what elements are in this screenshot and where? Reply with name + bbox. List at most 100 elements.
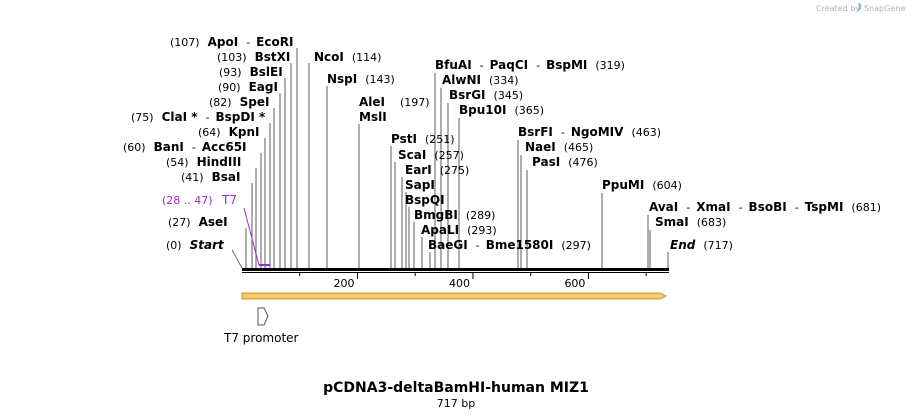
site-label-bslei: (93) BslEI [219,65,283,79]
site-position: (275) [440,164,470,177]
site-label-bani: (60) BanI - Acc65I [123,140,247,154]
site-position: (0) [166,239,182,252]
site-label-bspqi: BspQI [405,193,445,207]
site-position: (107) [170,36,200,49]
enzyme-name: BsaI [212,170,241,184]
t7-range-label: (28 .. 47) [162,194,213,207]
sequence-backbone-bottom [242,272,669,273]
name-separator: - [686,201,690,214]
enzyme-name: MslI [359,110,387,124]
site-lines [231,48,669,269]
axis-tick-label: 200 [333,277,354,290]
site-position: (289) [466,209,496,222]
enzyme-name: SapI [405,178,435,192]
site-label-bstxi: (103) BstXI [217,50,290,64]
site-position: (90) [218,81,241,94]
enzyme-name: BmgBI [414,208,458,222]
enzyme-name: AlwNI [442,73,481,87]
orf-arrow [241,292,668,300]
site-position: (334) [489,74,519,87]
enzyme-name: BstXI [255,50,291,64]
site-label-bsai: (41) BsaI [181,170,240,184]
site-label-avai: AvaI - XmaI - BsoBI - TspMI (681) [649,200,881,214]
site-label-spei: (82) SpeI [209,95,269,109]
enzyme-name: BsrFI [518,125,553,139]
enzyme-name: EcoRI [256,35,293,49]
enzyme-name: PasI [532,155,560,169]
enzyme-name: TspMI [805,200,844,214]
site-label-asei: (27) AseI [168,215,228,229]
site-position: (114) [352,51,382,64]
site-position: (54) [166,156,189,169]
enzyme-name: NspI [327,72,357,86]
enzyme-name: EagI [249,80,278,94]
enzyme-name: BanI [154,140,184,154]
brand-name: SnapGene [864,4,905,13]
enzyme-name: End [670,238,696,252]
axis-ticks: 200 400 600 [299,273,647,290]
enzyme-name: BaeGI [428,238,468,252]
site-label-alwni: AlwNI (334) [442,73,519,87]
site-label-naei: NaeI (465) [525,140,593,154]
site-position: (75) [131,111,154,124]
site-position: (60) [123,141,146,154]
enzyme-name: XmaI [696,200,730,214]
site-label-nspi: NspI (143) [327,72,395,86]
site-position: (345) [494,89,524,102]
enzyme-name: ApaLI [421,223,459,237]
enzyme-name: NaeI [525,140,556,154]
site-label-smai: SmaI (683) [655,215,726,229]
enzyme-name: SmaI [655,215,689,229]
name-separator: - [192,141,196,154]
enzyme-name: AvaI [649,200,678,214]
site-position: (717) [703,239,733,252]
enzyme-name: SpeI [240,95,270,109]
enzyme-name: EarI [405,163,432,177]
enzyme-name: ScaI [398,148,426,162]
site-label-scai: ScaI (257) [398,148,464,162]
site-label-eagi: (90) EagI [218,80,278,94]
site-label-baegi: BaeGI - Bme1580I (297) [428,238,591,252]
feature-label-t7-promoter: T7 promoter [223,331,299,345]
site-label-eari: EarI (275) [405,163,469,177]
site-label-ncoi: NcoI (114) [314,50,381,64]
site-label-bpu10i: Bpu10I (365) [459,103,544,117]
enzyme-name: BsrGI [449,88,486,102]
site-label-start: (0) Start [166,238,225,252]
site-position: (319) [595,59,625,72]
enzyme-name: NgoMIV [571,125,624,139]
enzyme-name: Acc65I [202,140,247,154]
snapgene-logo-icon [857,3,862,11]
site-labels: (0) Start (27) AseI (41) BsaI (54) HindIII (60) B… [123,35,881,252]
map-title: pCDNA3-deltaBamHI-human MIZ1 [323,380,589,396]
site-label-bfuai: BfuAI - PaqCI - BspMI (319) [435,58,625,72]
enzyme-name: ApoI [208,35,239,49]
site-position: (476) [568,156,598,169]
site-position: (82) [209,96,232,109]
site-position: (41) [181,171,204,184]
site-position: (251) [425,133,455,146]
site-label-clai-: (75) ClaI * - BspDI * [131,110,266,124]
site-position: (365) [514,104,544,117]
name-separator: - [536,59,540,72]
site-position: (27) [168,216,191,229]
site-label-apali: ApaLI (293) [421,223,497,237]
enzyme-name: BspMI [546,58,587,72]
site-label-pasi: PasI (476) [532,155,598,169]
enzyme-name: PpuMI [602,178,644,192]
enzyme-name: PstI [391,132,417,146]
sequence-backbone [242,268,669,271]
enzyme-name: ClaI * [162,110,199,124]
site-position: (463) [631,126,661,139]
name-separator: - [206,111,210,124]
enzyme-name: Bpu10I [459,103,506,117]
t7-leader-line [243,207,260,266]
site-position: (257) [434,149,464,162]
site-label-bsrfi: BsrFI - NgoMIV (463) [518,125,661,139]
enzyme-name: PaqCI [490,58,528,72]
site-position: (604) [652,179,682,192]
site-label-hindiii: (54) HindIII [166,155,241,169]
site-position: (297) [561,239,591,252]
site-label-psti: PstI (251) [391,132,455,146]
site-position: (465) [564,141,594,154]
